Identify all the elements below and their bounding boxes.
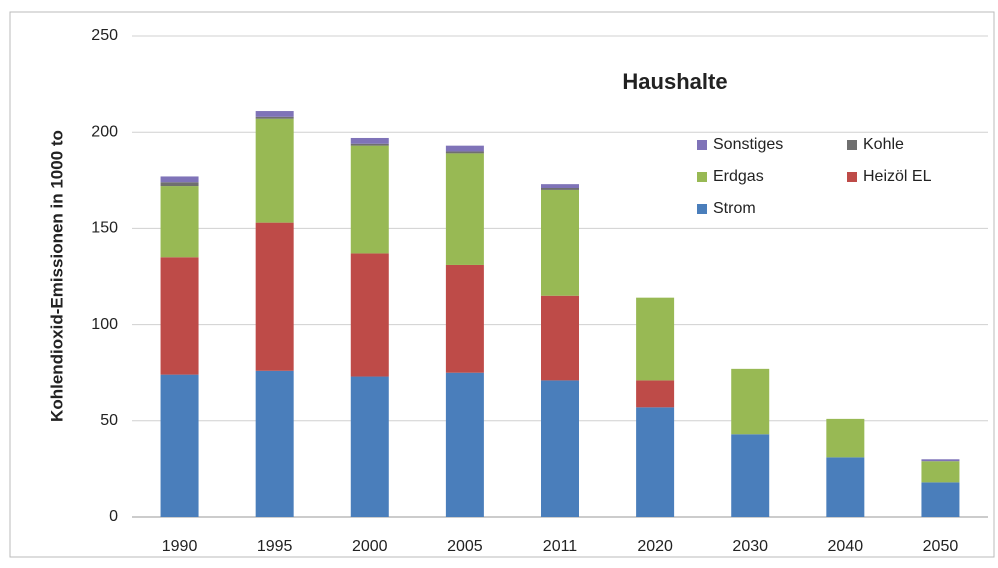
bar-segment (350, 253, 389, 377)
y-tick-label: 0 (109, 508, 118, 525)
bar-segment (255, 116, 294, 119)
bar-segment (636, 380, 675, 408)
y-axis-label: Kohlendioxid-Emissionen in 1000 to (47, 130, 66, 422)
bar-segment (350, 145, 389, 254)
y-tick-label: 150 (91, 220, 118, 237)
bar-segment (255, 118, 294, 223)
legend-swatch (697, 140, 707, 150)
x-tick-label: 2050 (923, 538, 959, 555)
bar-segment (160, 182, 199, 187)
bar-segment (636, 407, 675, 517)
chart-title: Haushalte (622, 69, 727, 94)
legend-label: Kohle (863, 136, 904, 153)
x-tick-label: 1990 (162, 538, 198, 555)
bar-segment (255, 370, 294, 517)
y-tick-label: 200 (91, 123, 118, 140)
bar-segment (445, 151, 484, 154)
bar-segment (350, 137, 389, 144)
bar-segment (160, 176, 199, 183)
bar-segment (350, 376, 389, 517)
bar-segment (921, 459, 960, 462)
bar-segment (826, 457, 865, 517)
legend-swatch (847, 172, 857, 182)
bar-segment (541, 295, 579, 381)
bar-segment (160, 257, 199, 375)
bar-segment (541, 189, 579, 296)
x-tick-label: 2040 (828, 538, 864, 555)
bar-segment (445, 145, 484, 152)
x-tick-label: 2030 (732, 538, 768, 555)
bar-segment (445, 372, 484, 517)
bar-segment (445, 264, 484, 373)
x-tick-label: 1995 (257, 538, 293, 555)
x-tick-label: 2011 (543, 538, 578, 555)
bar-segment (255, 111, 294, 117)
legend-swatch (847, 140, 857, 150)
legend-label: Sonstiges (713, 136, 783, 153)
bar-segment (541, 380, 579, 517)
bar-segment (541, 187, 579, 190)
y-tick-label: 100 (91, 316, 118, 333)
bar-segment (921, 482, 960, 517)
bar-segment (731, 368, 770, 435)
legend-label: Heizöl EL (863, 168, 932, 185)
bar-segment (160, 374, 199, 517)
y-tick-label: 50 (100, 412, 118, 429)
bar-segment (731, 434, 770, 517)
legend-label: Erdgas (713, 168, 764, 185)
legend-swatch (697, 172, 707, 182)
legend-label: Strom (713, 200, 756, 217)
x-tick-label: 2000 (352, 538, 388, 555)
bar-segment (636, 297, 675, 381)
legend-swatch (697, 204, 707, 214)
x-tick-label: 2005 (447, 538, 483, 555)
x-tick-label: 2020 (637, 538, 673, 555)
bar-segment (160, 186, 199, 258)
bar-segment (255, 222, 294, 371)
bar-segment (541, 184, 579, 188)
bar-segment (350, 143, 389, 146)
y-tick-label: 250 (91, 27, 118, 44)
bar-segment (445, 153, 484, 265)
bar-segment (921, 461, 960, 483)
bar-segment (826, 418, 865, 458)
